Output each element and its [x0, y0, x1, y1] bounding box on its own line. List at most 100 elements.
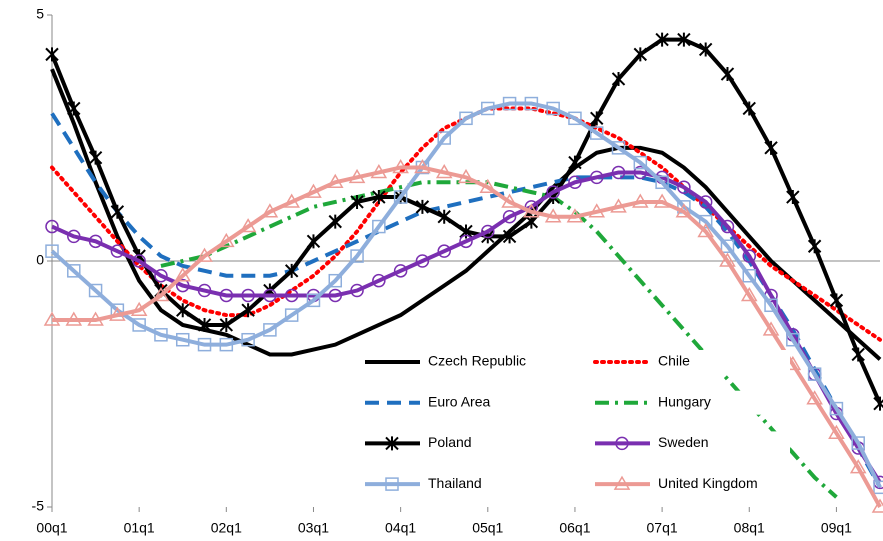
- series-marker: [45, 244, 59, 258]
- series-marker: [764, 298, 778, 313]
- series-marker: [829, 293, 844, 308]
- x-tick-label: 04q1: [385, 520, 416, 536]
- series-marker: [67, 229, 81, 244]
- series-marker: [632, 193, 649, 208]
- series-marker: [698, 42, 713, 57]
- series-marker: [154, 269, 168, 283]
- series-marker: [348, 168, 366, 184]
- series-marker: [350, 283, 364, 298]
- series-marker: [720, 239, 735, 253]
- series-marker: [328, 214, 342, 229]
- series-marker: [45, 219, 59, 234]
- y-tick-label: 0: [36, 252, 44, 268]
- series-line: [50, 101, 882, 489]
- series-line: [50, 68, 882, 361]
- x-tick-label: 00q1: [36, 520, 67, 536]
- series-marker: [459, 111, 473, 126]
- series-marker: [697, 222, 714, 238]
- series-marker: [110, 204, 125, 219]
- series-marker: [851, 347, 865, 362]
- series-marker: [742, 269, 757, 283]
- legend-marker: [613, 475, 631, 490]
- series-marker: [873, 396, 883, 411]
- series-marker: [871, 498, 883, 513]
- legend-bg: [590, 390, 790, 415]
- series-marker: [306, 234, 321, 249]
- legend-label: Hungary: [658, 393, 711, 409]
- series-marker: [67, 264, 81, 278]
- series-marker: [393, 190, 408, 204]
- series-marker: [653, 193, 671, 208]
- series-marker: [174, 267, 192, 282]
- series-marker: [130, 301, 148, 316]
- series-marker: [457, 168, 475, 184]
- series-marker: [372, 219, 386, 234]
- series-marker: [568, 155, 582, 170]
- series-marker: [197, 317, 212, 332]
- legend-marker: [385, 477, 399, 491]
- series-marker: [589, 170, 604, 185]
- series-marker: [828, 424, 845, 439]
- series-marker: [370, 163, 388, 179]
- legend-label: Sweden: [658, 434, 709, 450]
- series-marker: [88, 150, 103, 165]
- series-marker: [65, 311, 83, 326]
- series-marker: [88, 283, 103, 298]
- series-marker: [655, 175, 669, 190]
- series-marker: [437, 131, 451, 145]
- series-marker: [720, 219, 735, 234]
- series-marker: [218, 232, 235, 248]
- x-tick-label: 07q1: [647, 520, 678, 536]
- series-marker: [806, 390, 823, 405]
- series-marker: [698, 195, 713, 209]
- series-marker: [305, 183, 322, 198]
- series-marker: [414, 159, 431, 174]
- series-marker: [502, 96, 517, 111]
- series-marker: [764, 140, 778, 155]
- series-marker: [154, 328, 168, 342]
- x-tick-label: 02q1: [211, 520, 242, 536]
- series-marker: [87, 311, 104, 326]
- series-marker: [415, 199, 430, 214]
- series-marker: [786, 190, 800, 205]
- series-marker: [851, 436, 865, 450]
- x-tick-label: 03q1: [298, 520, 329, 536]
- series-marker: [524, 96, 539, 111]
- series-marker: [263, 288, 277, 303]
- series-marker: [435, 163, 453, 179]
- series-marker: [132, 254, 146, 268]
- series-marker: [67, 101, 81, 116]
- series-marker: [197, 283, 212, 298]
- series-marker: [196, 247, 213, 262]
- series-marker: [786, 332, 800, 347]
- series-marker: [306, 293, 321, 308]
- series-marker: [829, 401, 844, 416]
- series-marker: [437, 244, 451, 258]
- series-marker: [740, 286, 758, 302]
- series-marker: [197, 337, 212, 352]
- series-marker: [589, 126, 604, 140]
- series-marker: [546, 101, 560, 116]
- series-marker: [239, 218, 257, 233]
- series-marker: [45, 47, 59, 62]
- legend-marker: [385, 436, 399, 451]
- series-marker: [372, 190, 386, 205]
- legend-label: Poland: [428, 434, 472, 450]
- series-marker: [481, 224, 495, 239]
- series-marker: [241, 332, 255, 347]
- series-marker: [284, 288, 299, 303]
- series-marker: [610, 198, 627, 213]
- series-marker: [807, 367, 822, 381]
- series-marker: [588, 203, 606, 218]
- series-marker: [109, 306, 126, 321]
- series-marker: [459, 224, 473, 239]
- series-marker: [611, 141, 626, 155]
- x-tick-label: 05q1: [472, 520, 503, 536]
- series-marker: [762, 321, 780, 336]
- series-marker: [459, 234, 473, 249]
- series-marker: [175, 278, 190, 293]
- series-marker: [43, 311, 61, 326]
- series-marker: [655, 32, 669, 47]
